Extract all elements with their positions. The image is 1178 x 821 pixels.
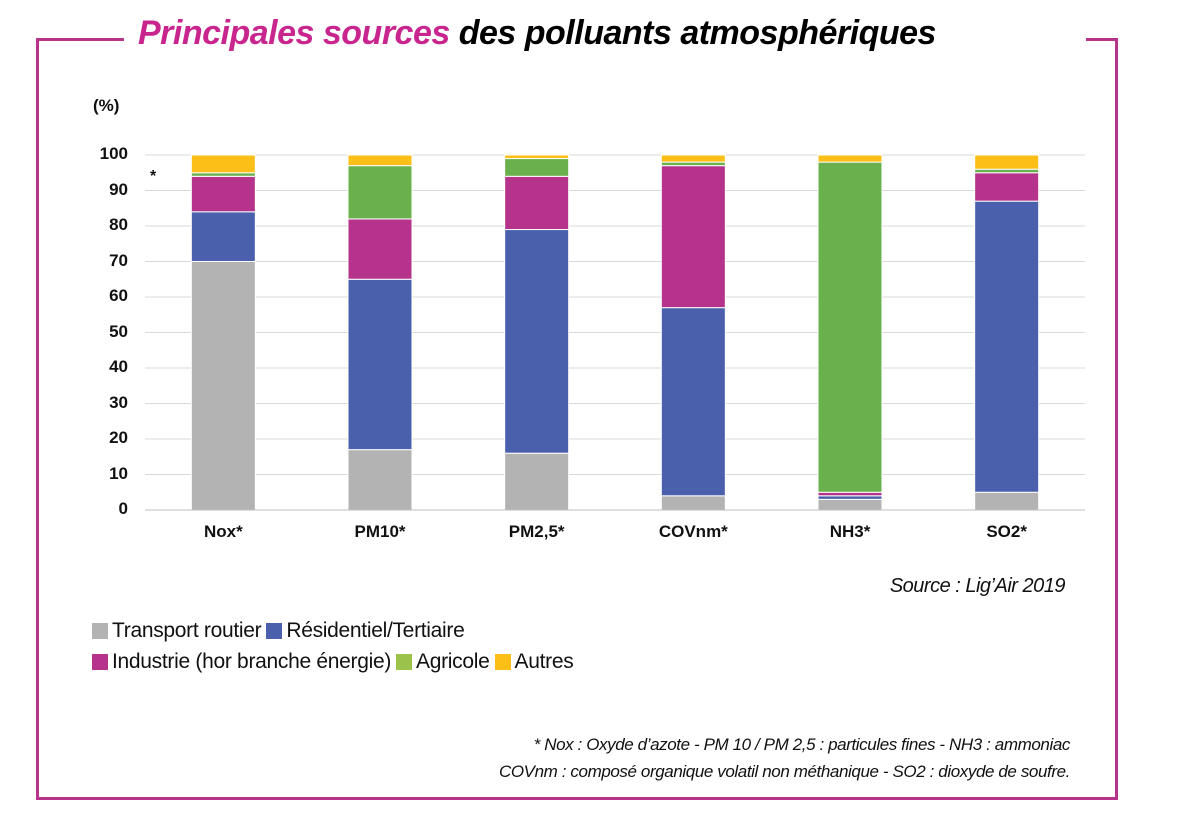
bar-segment — [504, 154, 570, 160]
legend-row: Transport routier Résidentiel/Tertiaire — [92, 619, 469, 643]
x-tick-label: PM10* — [354, 522, 406, 541]
legend-item: Résidentiel/Tertiaire — [266, 619, 465, 643]
legend-swatch — [494, 654, 511, 670]
legend-item: Industrie (hor branche énergie) — [92, 650, 391, 674]
legend-item: Autres — [494, 650, 574, 674]
frame-top-left-line — [36, 38, 124, 41]
y-tick-label: 40 — [109, 357, 128, 376]
bar-segment — [347, 165, 413, 220]
y-tick-label: 100 — [99, 144, 128, 163]
y-tick-label: 10 — [109, 463, 128, 483]
bar-segment — [347, 449, 413, 511]
chart-title-rest: des polluants atmosphériques — [449, 14, 937, 52]
bar-segment — [504, 175, 570, 231]
legend-swatch — [92, 654, 108, 670]
footnote-line-1: * Nox : Oxyde d’azote - PM 10 / PM 2,5 :… — [533, 735, 1071, 754]
bar-segment — [190, 175, 256, 213]
bar-segment — [817, 495, 883, 500]
x-tick-label: SO2* — [986, 522, 1027, 541]
y-tick-label: 70 — [109, 250, 128, 270]
chart-title: Principales sources des polluants atmosp… — [138, 14, 936, 53]
bar-segment — [190, 211, 256, 263]
x-tick-label: NH3* — [829, 522, 871, 541]
y-tick-label: 60 — [109, 286, 128, 305]
bar-segment — [974, 491, 1040, 511]
legend-item: Transport routier — [92, 619, 262, 643]
bar-segment — [974, 200, 1040, 493]
bar-segment — [347, 218, 413, 280]
legend-swatch — [396, 654, 413, 670]
bar-segment — [660, 161, 726, 167]
bar-segment — [974, 172, 1040, 202]
legend-row: Industrie (hor branche énergie) Agricole A… — [92, 650, 578, 674]
bar-segment — [817, 154, 883, 163]
bar-segment — [347, 154, 413, 167]
y-tick-label: 50 — [109, 321, 128, 341]
frame-top-right-line — [1086, 38, 1118, 41]
legend-label: Autres — [514, 650, 574, 673]
x-tick-label: COVnm* — [658, 522, 728, 541]
x-tick-label: Nox* — [203, 522, 243, 541]
bar-segment — [504, 452, 570, 511]
bar-segment — [504, 158, 570, 177]
y-tick-label: 20 — [109, 428, 128, 447]
bar-segment — [660, 495, 726, 511]
chart-frame — [36, 40, 1118, 800]
bar-segment — [660, 154, 726, 163]
y-axis-unit-label: (%) — [93, 96, 120, 115]
bar-segment — [190, 261, 256, 511]
bar-segment — [660, 307, 726, 497]
legend-swatch — [266, 623, 283, 639]
y-tick-label: 90 — [109, 179, 128, 199]
y-tick-label: 80 — [109, 215, 128, 234]
x-tick-label: PM2,5* — [508, 522, 565, 541]
legend-label: Industrie (hor branche énergie) — [112, 650, 392, 673]
bar-segment — [817, 161, 883, 493]
bar-segment — [504, 229, 570, 454]
bar-segment — [817, 491, 883, 497]
legend-label: Agricole — [416, 650, 490, 673]
chart-title-accent: Principales sources — [138, 14, 450, 52]
bar-segment — [817, 498, 883, 511]
bar-segment — [347, 278, 413, 451]
star-marker: * — [150, 168, 157, 185]
y-tick-label: 30 — [109, 392, 128, 412]
source-label: Source : Lig’Air 2019 — [889, 575, 1066, 597]
legend-label: Résidentiel/Tertiaire — [286, 619, 465, 642]
y-tick-label: 0 — [118, 499, 128, 518]
legend-item: Agricole — [396, 650, 490, 674]
legend-swatch — [92, 623, 108, 639]
bar-segment — [974, 168, 1040, 174]
footnote-line-2: COVnm : composé organique volatil non mé… — [498, 762, 1070, 781]
bar-segment — [190, 154, 256, 174]
bar-segment — [660, 165, 726, 309]
bar-segment — [190, 172, 256, 177]
bar-segment — [974, 154, 1040, 170]
legend-label: Transport routier — [112, 619, 262, 642]
